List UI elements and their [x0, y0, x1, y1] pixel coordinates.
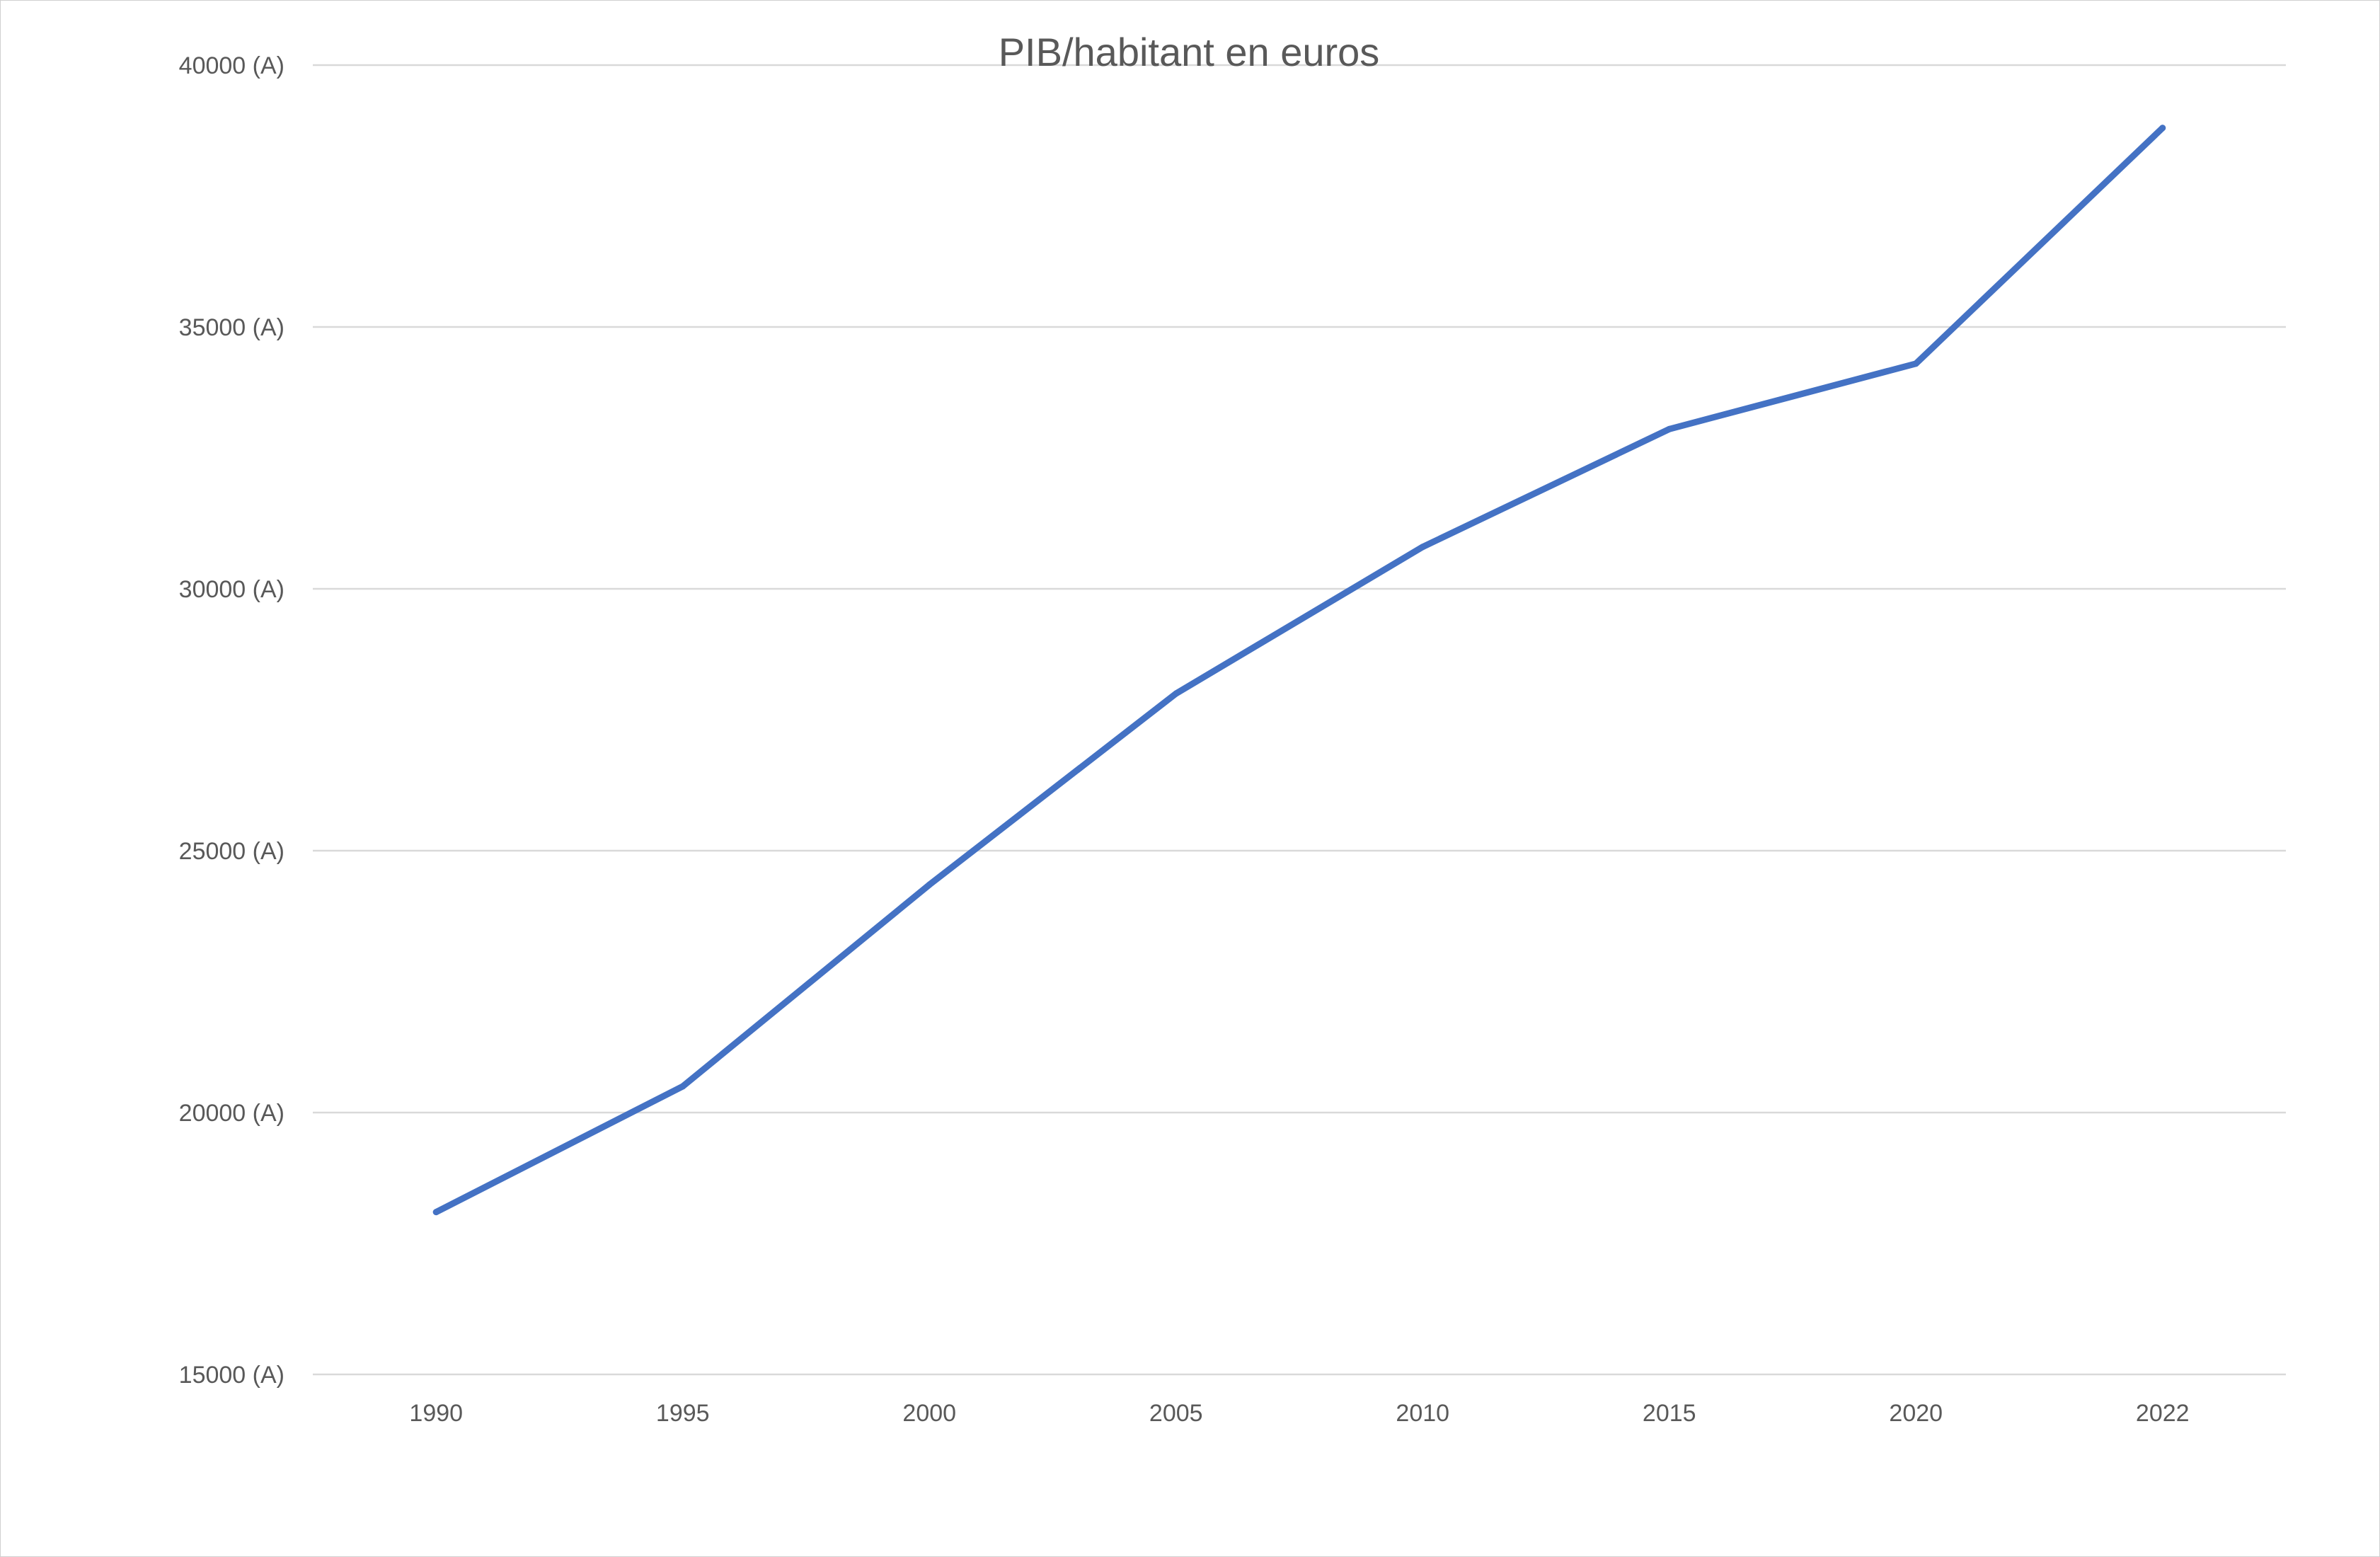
chart-title: PIB/habitant en euros — [999, 30, 1380, 74]
data-point-2015 — [1666, 425, 1673, 432]
data-point-2022 — [2159, 125, 2166, 132]
gridlines — [313, 64, 2286, 1376]
x-tick-label: 2010 — [1396, 1400, 1449, 1427]
data-point-2010 — [1419, 544, 1426, 551]
y-tick-label: 20000 (A) — [179, 1100, 284, 1127]
data-point-1995 — [679, 1083, 686, 1090]
series-layer — [432, 125, 2166, 1216]
x-tick-label: 2005 — [1149, 1400, 1203, 1427]
y-tick-label: 15000 (A) — [179, 1362, 284, 1389]
y-tick-label: 25000 (A) — [179, 838, 284, 865]
series-line-0 — [432, 125, 2166, 1216]
data-point-2005 — [1173, 690, 1180, 697]
data-point-1990 — [432, 1209, 439, 1216]
x-tick-label: 2020 — [1889, 1400, 1943, 1427]
data-point-2020 — [1912, 360, 1919, 367]
y-axis-tick-labels: 40000 (A) 35000 (A) 30000 (A) 25000 (A) 2000… — [179, 52, 284, 1389]
y-tick-label: 35000 (A) — [179, 314, 284, 341]
y-tick-label: 30000 (A) — [179, 576, 284, 603]
x-axis-tick-labels: 1990 1995 2000 2005 2010 2015 2020 2022 — [409, 1400, 2189, 1427]
data-point-2000 — [926, 881, 933, 888]
x-tick-label: 2022 — [2136, 1400, 2190, 1427]
x-tick-label: 2000 — [902, 1400, 956, 1427]
x-tick-label: 1990 — [409, 1400, 463, 1427]
x-tick-label: 1995 — [656, 1400, 710, 1427]
y-tick-label: 40000 (A) — [179, 52, 284, 79]
x-tick-label: 2015 — [1643, 1400, 1696, 1427]
